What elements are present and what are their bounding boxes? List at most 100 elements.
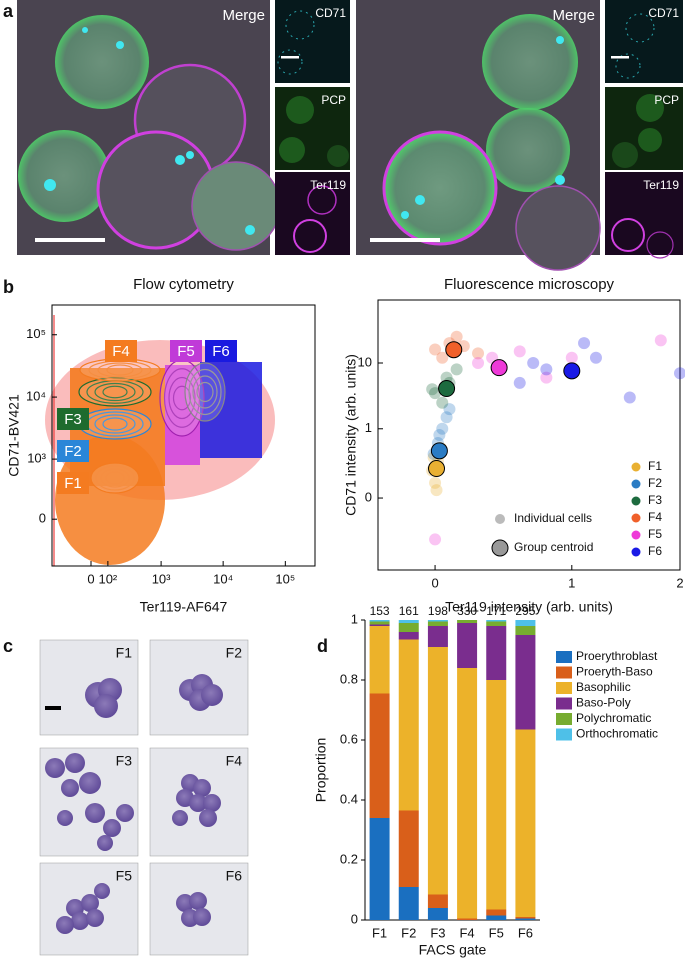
- gate-label-box: [57, 408, 89, 430]
- bar-segment: [457, 668, 478, 919]
- legend-swatch: [556, 728, 572, 741]
- x-tick-label: 0: [87, 571, 94, 586]
- bar-segment: [457, 620, 478, 623]
- cell: [116, 804, 134, 822]
- contour: [78, 377, 152, 407]
- scale-bar: [45, 706, 61, 710]
- x-tick-label: 0: [431, 575, 438, 590]
- gate-label: F4: [226, 753, 243, 769]
- x-tick-label: F5: [489, 925, 504, 940]
- bar-segment: [427, 908, 448, 920]
- bar-segment: [457, 918, 478, 920]
- cell: [97, 835, 113, 851]
- legend-swatch: [556, 666, 572, 679]
- smear-image: F6: [149, 862, 249, 956]
- group-centroid: [563, 362, 581, 380]
- cell: [193, 908, 211, 926]
- y-tick-label: 10⁴: [26, 389, 46, 404]
- gate-label: F5: [116, 868, 133, 884]
- bar-segment: [486, 620, 507, 622]
- y-axis-label: CD71-BV421: [6, 394, 22, 477]
- gate-label: F1: [116, 645, 133, 661]
- cell-point: [513, 376, 526, 389]
- cell-point: [429, 533, 442, 546]
- cell-point: [623, 391, 636, 404]
- bar-segment: [369, 818, 390, 920]
- bar-segment: [486, 621, 507, 626]
- gate-label: F2: [64, 443, 82, 460]
- y-axis-label: Proportion: [313, 738, 329, 803]
- gate-label-box: [170, 340, 202, 362]
- cell-point: [527, 356, 540, 369]
- cell-point: [426, 383, 439, 396]
- legend-marker: [631, 547, 641, 557]
- contour: [196, 381, 214, 403]
- legend-marker: [631, 462, 641, 472]
- group-centroid: [445, 341, 463, 359]
- cell: [103, 819, 121, 837]
- plot-frame: [51, 304, 316, 567]
- gate-label: F6: [226, 868, 243, 884]
- cell-point: [540, 363, 553, 376]
- gate-label: F5: [177, 343, 195, 360]
- legend-swatch: [556, 697, 572, 710]
- gate-region: [165, 365, 200, 465]
- count-label: 153: [370, 604, 390, 618]
- image-label: Merge: [552, 7, 595, 24]
- cell: [94, 694, 118, 718]
- count-label: 198: [428, 604, 448, 618]
- bar-segment: [369, 621, 390, 625]
- group-centroid: [428, 460, 446, 478]
- x-tick-label: 10⁵: [275, 571, 295, 586]
- legend-swatch: [556, 713, 572, 725]
- contour: [102, 385, 128, 399]
- count-label: 295: [515, 604, 535, 618]
- cell-point: [430, 484, 443, 497]
- channel-images: CD71 PCP Ter119: [275, 0, 350, 255]
- legend-label: Group centroid: [514, 540, 593, 554]
- legend-label: Proeryth-Baso: [576, 665, 653, 679]
- cell-point: [472, 356, 485, 369]
- gate-label: F1: [64, 475, 82, 492]
- bar-segment: [486, 680, 507, 910]
- cell-point: [436, 396, 449, 409]
- channel-label: CD71: [648, 6, 679, 20]
- cell-point: [674, 367, 685, 380]
- legend-label: F6: [648, 544, 662, 558]
- contour: [97, 362, 143, 378]
- cell: [172, 810, 188, 826]
- bar-segment: [369, 620, 390, 622]
- y-tick-label: 0.8: [340, 671, 358, 686]
- y-axis-label: CD71 intensity (arb. units): [343, 354, 359, 516]
- x-tick-label: 10⁴: [213, 571, 233, 586]
- contour: [78, 408, 152, 440]
- x-tick-label: 10²: [98, 571, 117, 586]
- cell-point: [436, 351, 449, 364]
- cell-point: [450, 330, 463, 343]
- legend-label: Orthochromatic: [576, 727, 658, 741]
- contour: [184, 362, 226, 422]
- gate-label: F3: [64, 411, 82, 428]
- bar-segment: [427, 626, 448, 647]
- legend-label: Basophilic: [576, 680, 631, 694]
- cell-point: [540, 371, 553, 384]
- legend-marker: [491, 539, 509, 557]
- channel-images: CD71 PCP Ter119: [605, 0, 683, 259]
- bar-segment: [515, 620, 536, 626]
- contour: [90, 462, 140, 494]
- legend-label: F4: [648, 510, 662, 524]
- x-axis-label: Ter119-AF647: [140, 599, 228, 615]
- bar-segment: [369, 693, 390, 818]
- cell: [85, 803, 105, 823]
- cell-point: [589, 351, 602, 364]
- cell: [81, 894, 99, 912]
- contour: [94, 414, 136, 434]
- channel-label: CD71: [315, 6, 346, 20]
- legend-label: Baso-Poly: [576, 696, 631, 710]
- legend-label: Individual cells: [514, 511, 592, 525]
- gate-label: F4: [112, 343, 130, 360]
- y-tick-label: 0: [39, 511, 46, 526]
- bar-segment: [398, 887, 419, 920]
- legend-label: F5: [648, 527, 662, 541]
